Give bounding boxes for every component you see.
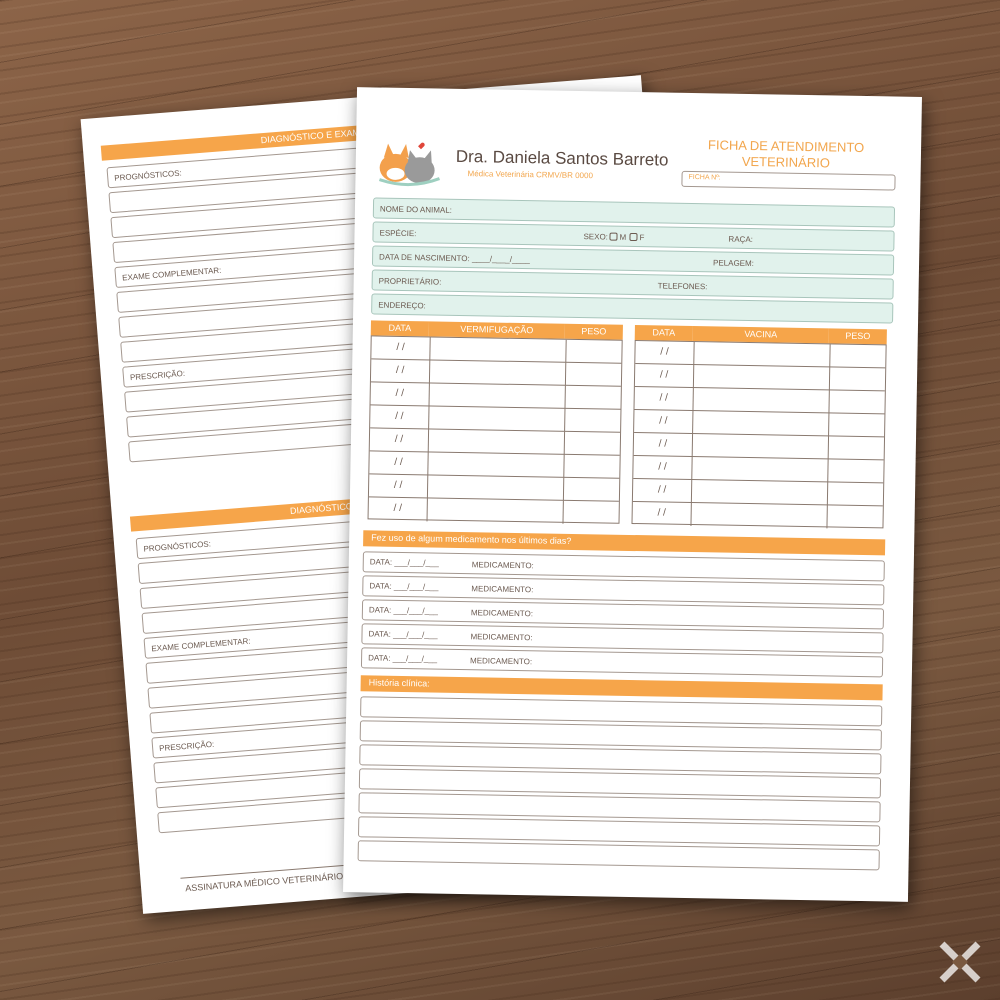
field-label: TELEFONES: xyxy=(657,281,708,292)
col-divider xyxy=(692,388,694,412)
date-cell: / / xyxy=(659,369,669,381)
date-cell: / / xyxy=(660,346,669,358)
field-label: PRESCRIÇÃO: xyxy=(129,368,186,383)
field-label: NOME DO ANIMAL: xyxy=(379,204,453,215)
date-label: DATA: ___/___/___ xyxy=(368,653,438,664)
section-header: História clínica: xyxy=(360,675,883,701)
date-cell: / / xyxy=(395,364,405,376)
ficha-number: FICHA Nº: xyxy=(681,170,896,191)
date-label: DATA: ___/___/___ xyxy=(368,629,438,640)
col-divider xyxy=(691,457,693,481)
date-cell: / / xyxy=(658,438,668,450)
col-divider xyxy=(426,498,428,522)
table-header: PESO xyxy=(828,328,887,345)
date-cell: / / xyxy=(393,502,402,514)
medication-label: MEDICAMENTO: xyxy=(469,656,533,667)
col-divider xyxy=(690,503,692,527)
date-cell: / / xyxy=(395,410,404,422)
medication-label: MEDICAMENTO: xyxy=(471,584,534,595)
field-label: RAÇA: xyxy=(728,234,753,245)
table-header: PESO xyxy=(564,323,623,340)
medication-label: MEDICAMENTO: xyxy=(470,632,533,643)
medication-label: MEDICAMENTO: xyxy=(471,560,534,571)
date-cell: / / xyxy=(657,484,667,496)
col-divider xyxy=(828,390,830,414)
field-label: PRESCRIÇÃO: xyxy=(158,739,215,754)
col-divider xyxy=(564,362,567,386)
checkbox xyxy=(609,232,618,241)
col-divider xyxy=(691,434,694,458)
section-header: Fez uso de algum medicamento nos últimos… xyxy=(363,530,886,556)
sex-option: M xyxy=(609,232,626,242)
checkbox xyxy=(629,232,638,242)
col-divider xyxy=(690,480,693,504)
field-label: PROGNÓSTICOS: xyxy=(113,168,183,183)
col-divider xyxy=(565,339,567,363)
field-label: EXAME COMPLEMENTAR: xyxy=(151,636,251,654)
col-divider xyxy=(827,436,830,460)
signature-label: ASSINATURA MÉDICO VETERINÁRIO xyxy=(184,871,344,894)
col-divider xyxy=(692,411,694,435)
date-cell: / / xyxy=(659,415,668,427)
col-divider xyxy=(829,344,831,368)
field-label: PELAGEM: xyxy=(712,258,755,269)
col-divider xyxy=(564,408,566,432)
doctor-subtitle: Médica Veterinária CRMV/BR 0000 xyxy=(467,169,594,181)
doctor-name: Dra. Daniela Santos Barreto xyxy=(455,146,669,170)
table-header: DATA xyxy=(370,320,429,337)
col-divider xyxy=(828,367,831,391)
date-cell: / / xyxy=(659,392,668,404)
date-cell: / / xyxy=(396,341,405,354)
col-divider xyxy=(562,500,564,524)
col-divider xyxy=(428,360,431,384)
col-divider xyxy=(563,454,565,478)
col-divider xyxy=(828,413,830,437)
col-divider xyxy=(827,459,829,483)
table-body: / / / / / / / / / / / / / / / / xyxy=(631,340,887,529)
field-label: ENDEREÇO: xyxy=(378,300,426,311)
date-label: DATA: ___/___/___ xyxy=(369,557,439,568)
col-divider xyxy=(428,406,430,430)
date-cell: / / xyxy=(393,479,403,491)
watermark-logo xyxy=(939,941,981,983)
col-divider xyxy=(427,429,430,453)
field-label: EXAME COMPLEMENTAR: xyxy=(121,265,222,283)
col-divider xyxy=(564,385,566,409)
table-header: DATA xyxy=(634,325,693,342)
date-cell: / / xyxy=(395,387,404,399)
sex-option: F xyxy=(629,232,644,242)
field-label: ESPÉCIE: xyxy=(379,228,417,239)
col-divider xyxy=(427,452,429,476)
pet-logo xyxy=(378,142,441,187)
date-label: DATA: ___/___/___ xyxy=(369,581,439,592)
col-divider xyxy=(692,365,695,389)
date-cell: / / xyxy=(658,461,667,473)
field-label: PROGNÓSTICOS: xyxy=(143,539,212,554)
col-divider xyxy=(693,342,695,366)
date-label: DATA: ___/___/___ xyxy=(368,605,439,616)
date-cell: / / xyxy=(394,456,403,468)
field-label: SEXO: xyxy=(583,232,609,242)
table-row: / / xyxy=(369,497,619,524)
table-body: / / / / / / / / / / / / / / / / xyxy=(367,335,623,524)
table-row: / / xyxy=(632,502,882,529)
col-divider xyxy=(826,505,828,529)
front-sheet: Dra. Daniela Santos Barreto Médica Veter… xyxy=(343,87,922,902)
col-divider xyxy=(428,383,430,407)
col-divider xyxy=(563,431,566,455)
date-cell: / / xyxy=(657,507,666,519)
col-divider xyxy=(429,337,431,361)
field-label: PROPRIETÁRIO: xyxy=(378,276,442,287)
col-divider xyxy=(426,475,429,499)
col-divider xyxy=(562,477,565,501)
date-cell: / / xyxy=(394,433,404,445)
form-title: FICHA DE ATENDIMENTO VETERINÁRIO xyxy=(707,137,865,171)
medication-label: MEDICAMENTO: xyxy=(470,608,534,619)
field-label: DATA DE NASCIMENTO: ____/____/____ xyxy=(379,252,530,265)
col-divider xyxy=(826,482,829,506)
